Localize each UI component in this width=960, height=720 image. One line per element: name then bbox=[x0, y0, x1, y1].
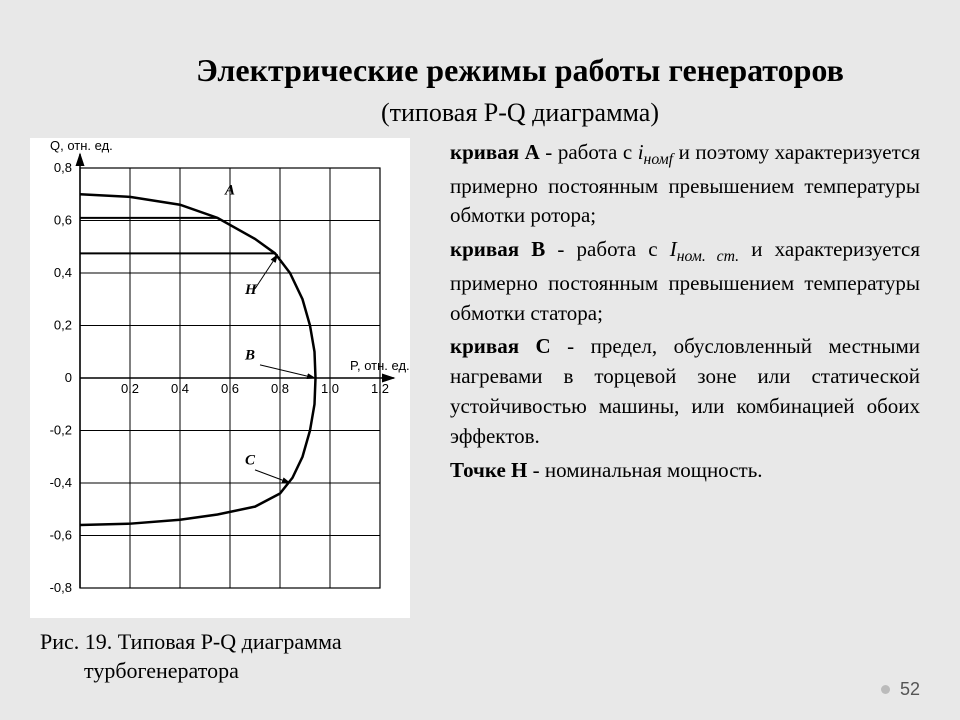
svg-text:0: 0 bbox=[65, 370, 72, 385]
point-h-label: Точке Н bbox=[450, 458, 527, 482]
svg-text:Н: Н bbox=[244, 282, 258, 298]
svg-text:А: А bbox=[224, 182, 235, 198]
description-column: кривая А - работа с iномf и поэтому хара… bbox=[430, 138, 920, 685]
curve-a-label: кривая А bbox=[450, 140, 540, 164]
curve-c-desc: кривая С - предел, обусловленный местным… bbox=[450, 332, 920, 451]
bullet-icon bbox=[881, 685, 890, 694]
svg-text:0,8: 0,8 bbox=[54, 160, 72, 175]
svg-text:С: С bbox=[245, 453, 256, 469]
svg-text:0,6: 0,6 bbox=[54, 213, 72, 228]
svg-text:-0,4: -0,4 bbox=[50, 475, 72, 490]
title-main: Электрические режимы работы генераторов bbox=[196, 52, 844, 88]
title-sub: (типовая P-Q диаграмма) bbox=[381, 98, 659, 127]
svg-text:0,4: 0,4 bbox=[54, 265, 72, 280]
svg-text:-0,2: -0,2 bbox=[50, 423, 72, 438]
svg-text:-0,8: -0,8 bbox=[50, 580, 72, 595]
content-row: 0,2 0,4 0,6 0,8 1,0 1,2 -0,8 -0,6 -0,4 -0,2 0 0,2 0,… bbox=[30, 138, 920, 685]
svg-text:0,6: 0,6 bbox=[221, 381, 239, 396]
svg-text:0,2: 0,2 bbox=[121, 381, 139, 396]
caption-line2: турбогенератора bbox=[84, 658, 239, 683]
page-number: 52 bbox=[900, 679, 920, 700]
svg-text:P, отн. ед.: P, отн. ед. bbox=[350, 358, 410, 373]
slide-title: Электрические режимы работы генераторов … bbox=[150, 50, 890, 130]
figure-column: 0,2 0,4 0,6 0,8 1,0 1,2 -0,8 -0,6 -0,4 -0,2 0 0,2 0,… bbox=[30, 138, 430, 685]
figure-caption: Рис. 19. Типовая P-Q диаграмма турбогене… bbox=[30, 628, 430, 685]
svg-text:0,2: 0,2 bbox=[54, 318, 72, 333]
svg-text:-0,6: -0,6 bbox=[50, 528, 72, 543]
svg-text:Q, отн. ед.: Q, отн. ед. bbox=[50, 138, 113, 153]
point-h-desc: Точке Н - номинальная мощность. bbox=[450, 456, 920, 486]
curve-b-desc: кривая В - работа с Iном. ст. и характер… bbox=[450, 235, 920, 328]
caption-line1: Рис. 19. Типовая P-Q диаграмма bbox=[40, 629, 342, 654]
svg-text:В: В bbox=[244, 348, 255, 364]
curve-b-label: кривая В bbox=[450, 237, 545, 261]
curve-c-label: кривая С bbox=[450, 334, 551, 358]
curve-a-desc: кривая А - работа с iномf и поэтому хара… bbox=[450, 138, 920, 231]
svg-text:1,2: 1,2 bbox=[371, 381, 389, 396]
slide: Электрические режимы работы генераторов … bbox=[0, 0, 960, 720]
svg-text:1,0: 1,0 bbox=[321, 381, 339, 396]
pq-diagram-chart: 0,2 0,4 0,6 0,8 1,0 1,2 -0,8 -0,6 -0,4 -0,2 0 0,2 0,… bbox=[30, 138, 410, 618]
svg-text:0,4: 0,4 bbox=[171, 381, 189, 396]
svg-text:0,8: 0,8 bbox=[271, 381, 289, 396]
